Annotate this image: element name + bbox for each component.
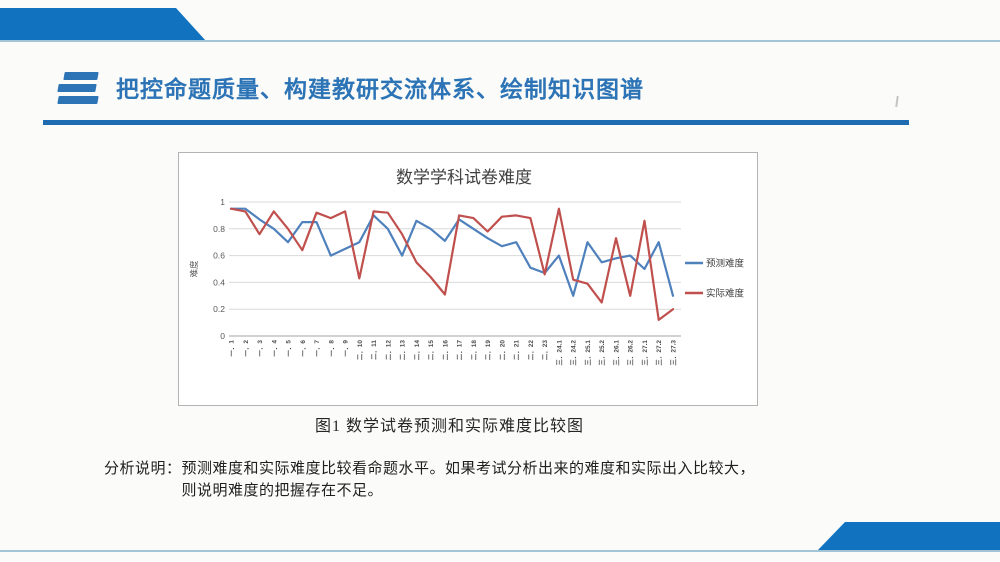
page-title: 把控命题质量、构建教研交流体系、绘制知识图谱 — [116, 76, 644, 102]
x-tick-label: 二．20 — [498, 340, 506, 361]
title-tick-mark — [895, 95, 899, 108]
x-tick-label: 二．18 — [470, 340, 478, 361]
legend-label: 预测难度 — [706, 258, 745, 270]
x-tick-label: 二．23 — [541, 340, 549, 361]
x-tick-label: 三．27.3 — [670, 340, 678, 366]
x-tick-label: 三．25.1 — [584, 340, 592, 366]
x-tick-label: 二．21 — [513, 340, 521, 361]
x-tick-label: 三．27.1 — [641, 340, 649, 366]
title-underline — [43, 120, 909, 125]
y-tick-label: 0.2 — [213, 304, 225, 314]
title-row: 把控命题质量、构建教研交流体系、绘制知识图谱 — [57, 70, 644, 104]
y-axis-label: 难度 — [189, 260, 199, 278]
x-tick-label: 一．3 — [257, 340, 264, 357]
analysis-body: 预测难度和实际难度比较看命题水平。如果考试分析出来的难度和实际出入比较大， 则说… — [182, 458, 756, 502]
figure-caption: 图1 数学试卷预测和实际难度比较图 — [315, 418, 585, 435]
y-tick-label: 0 — [220, 331, 225, 341]
header-accent-shape — [0, 8, 206, 41]
x-tick-label: 一．6 — [300, 340, 307, 357]
x-tick-label: 二．22 — [527, 340, 535, 361]
x-tick-label: 一．2 — [243, 340, 250, 357]
x-tick-label: 二．14 — [413, 340, 421, 361]
x-tick-label: 二．17 — [456, 340, 464, 361]
x-tick-label: 一．8 — [328, 340, 335, 357]
y-tick-label: 0.4 — [213, 277, 225, 287]
x-tick-label: 三．25.2 — [598, 340, 606, 366]
x-tick-label: 二．10 — [356, 340, 364, 361]
x-tick-label: 三．24.2 — [570, 340, 578, 366]
legend-label: 实际难度 — [706, 288, 745, 300]
x-tick-label: 一．9 — [343, 340, 350, 357]
x-tick-label: 二．13 — [399, 340, 407, 361]
y-tick-label: 0.6 — [213, 251, 225, 261]
x-tick-label: 二．11 — [370, 340, 378, 360]
analysis-line-1: 预测难度和实际难度比较看命题水平。如果考试分析出来的难度和实际出入比较大， — [181, 461, 756, 477]
x-tick-label: 三．27.2 — [655, 340, 663, 366]
x-tick-label: 一．1 — [229, 340, 236, 357]
x-tick-label: 二．16 — [441, 340, 449, 361]
chart-svg: 数学学科试卷难度 0 0.2 0.4 0.6 0.8 1 难度一．1 一．2 一．3 一．4 一．5 一… — [189, 168, 745, 366]
analysis-line-2: 则说明难度的把握存在不足。 — [181, 483, 384, 499]
difficulty-line-chart: 数学学科试卷难度 0 0.2 0.4 0.6 0.8 1 难度一．1 一．2 一．3 一．4 一．5 一… — [178, 152, 758, 406]
x-tick-label: 二．15 — [427, 340, 435, 361]
footer-thin-line — [0, 550, 1000, 552]
chart-title: 数学学科试卷难度 — [396, 168, 532, 187]
header-thin-line — [0, 40, 1000, 42]
analysis-label: 分析说明： — [104, 461, 182, 477]
x-tick-label: 三．24.1 — [555, 340, 563, 366]
list-bars-icon — [57, 72, 99, 104]
x-tick-label: 一．5 — [286, 340, 293, 357]
analysis-note: 分析说明： 预测难度和实际难度比较看命题水平。如果考试分析出来的难度和实际出入比… — [104, 458, 755, 502]
x-tick-label: 二．12 — [384, 340, 392, 361]
x-tick-label: 二．19 — [484, 340, 492, 361]
series-line-实际难度 — [229, 207, 675, 321]
x-tick-label: 三．26.2 — [627, 340, 635, 366]
x-tick-label: 一．4 — [271, 340, 278, 357]
x-tick-label: 三．26.1 — [612, 340, 620, 366]
series-line-预测难度 — [229, 207, 675, 297]
y-tick-label: 1 — [220, 197, 225, 207]
footer-accent-shape — [817, 522, 1000, 551]
y-tick-label: 0.8 — [213, 224, 225, 234]
x-tick-label: 一．7 — [314, 340, 321, 357]
